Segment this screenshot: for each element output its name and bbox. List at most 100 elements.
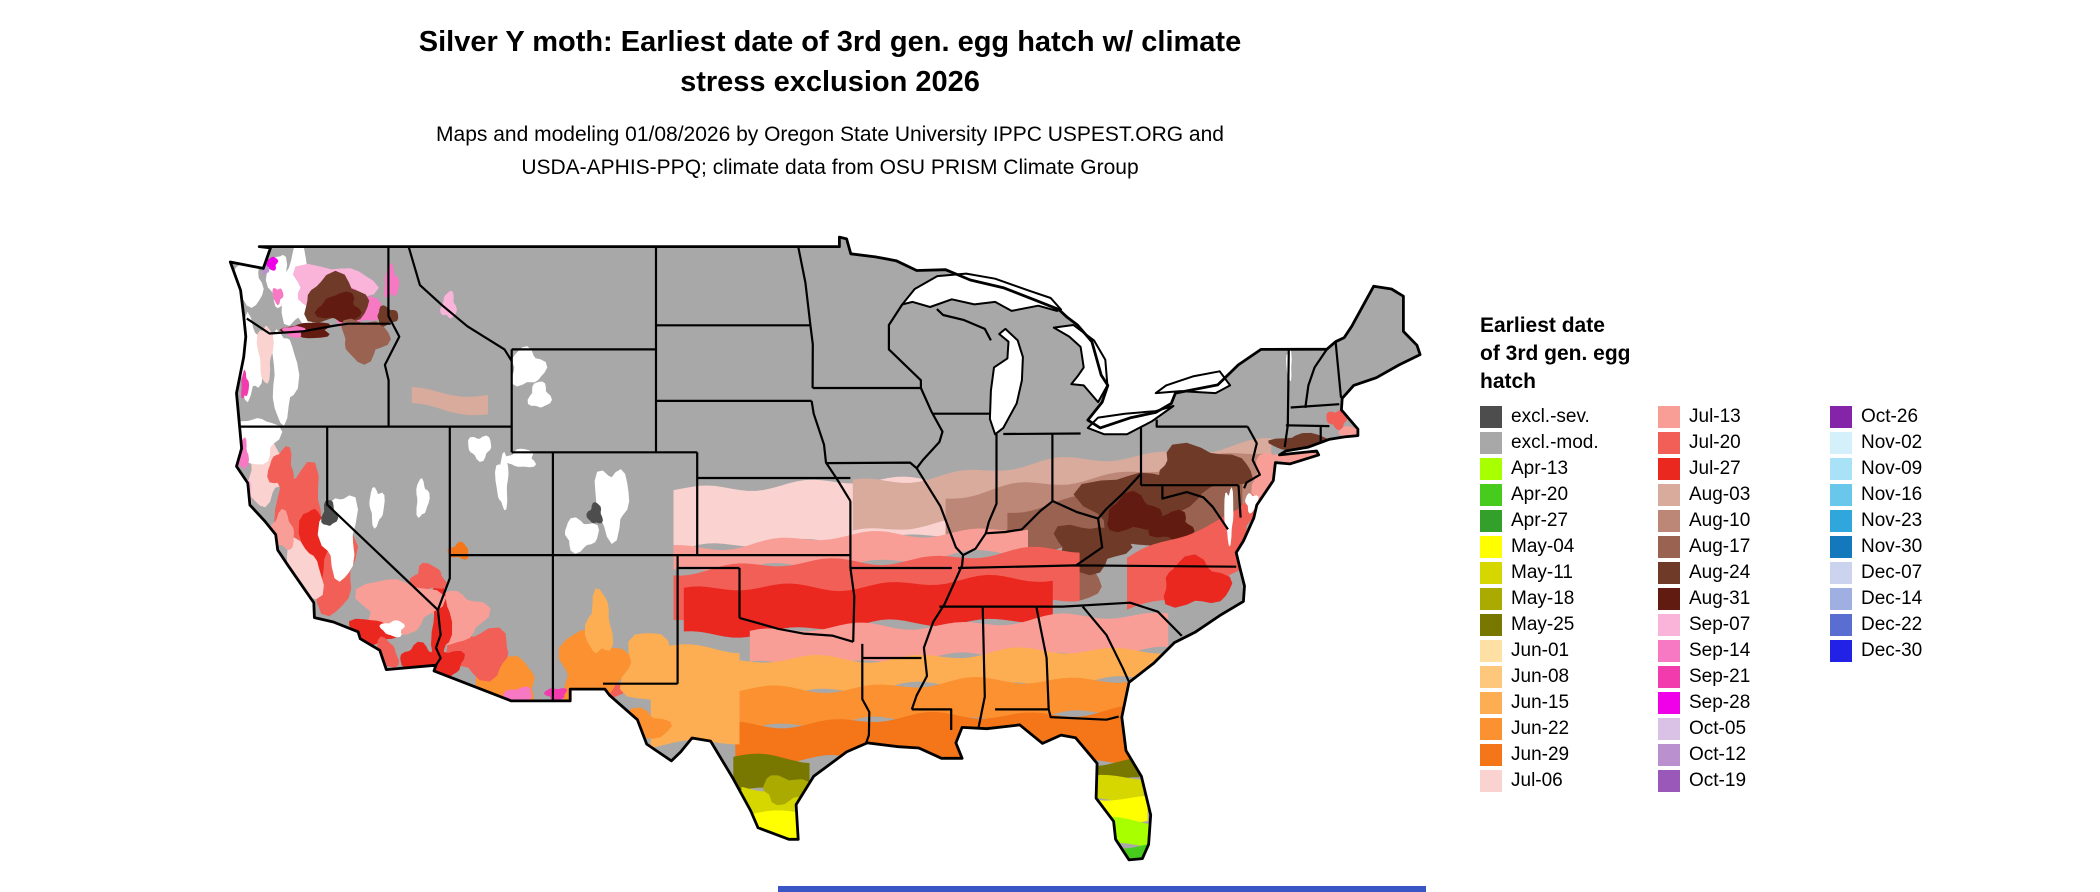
legend-item: May-18: [1480, 586, 1658, 612]
legend-swatch: [1830, 614, 1852, 636]
region-wv-maroon-blob: [1107, 490, 1163, 533]
legend-swatch: [1480, 406, 1502, 428]
legend-item: excl.-mod.: [1480, 430, 1658, 456]
legend-swatch: [1480, 718, 1502, 740]
legend-item: Nov-02: [1830, 430, 1922, 456]
region-socal-mtn-white: [379, 620, 405, 638]
legend-item: May-11: [1480, 560, 1658, 586]
legend-column: excl.-sev. excl.-mod. Apr-13 Apr-20 Apr-27 Ma…: [1480, 404, 1658, 794]
legend-item: Aug-17: [1658, 534, 1830, 560]
legend-item: May-25: [1480, 612, 1658, 638]
region-snake-plain-tan: [411, 386, 488, 416]
region-nm-rio-grande-orange-blob: [584, 588, 614, 654]
region-willamette-pink: [256, 326, 274, 384]
legend-item: Apr-20: [1480, 482, 1658, 508]
legend-item: Dec-30: [1830, 638, 1922, 664]
legend-swatch: [1658, 614, 1680, 636]
legend-item: Oct-19: [1658, 768, 1830, 794]
region-or-cascades-white: [272, 329, 300, 426]
legend-item: Aug-03: [1658, 482, 1830, 508]
legend-label: Apr-13: [1511, 458, 1569, 479]
legend-item: Sep-21: [1658, 664, 1830, 690]
figure-header: Silver Y moth: Earliest date of 3rd gen.…: [130, 22, 1530, 184]
legend-item: Jul-13: [1658, 404, 1830, 430]
legend-swatch: [1658, 484, 1680, 506]
map-subtitle-line1: Maps and modeling 01/08/2026 by Oregon S…: [436, 123, 1224, 146]
legend-swatch: [1480, 458, 1502, 480]
legend-item: Jun-01: [1480, 638, 1658, 664]
legend-item: May-04: [1480, 534, 1658, 560]
legend-item: Nov-16: [1830, 482, 1922, 508]
legend-label: Jul-27: [1689, 458, 1741, 479]
legend-swatch: [1658, 510, 1680, 532]
legend-swatch: [1658, 562, 1680, 584]
legend-swatch: [1658, 640, 1680, 662]
legend-swatch: [1658, 536, 1680, 558]
legend-item: Jul-06: [1480, 768, 1658, 794]
map-subtitle-line2: USDA-APHIS-PPQ; climate data from OSU PR…: [521, 156, 1139, 179]
legend-label: Dec-07: [1861, 562, 1923, 583]
legend-item: Aug-24: [1658, 560, 1830, 586]
legend-item: Nov-23: [1830, 508, 1922, 534]
legend-item: Dec-14: [1830, 586, 1922, 612]
region-va-ridge-maroon-blob: [1148, 509, 1195, 542]
legend-label: Nov-09: [1861, 458, 1923, 479]
legend-swatch: [1658, 770, 1680, 792]
legend-label: Jun-15: [1511, 692, 1570, 713]
legend-label: excl.-mod.: [1511, 432, 1599, 453]
region-wasatch-white: [495, 451, 509, 511]
map-fill-layer: [230, 237, 1421, 860]
legend-label: Sep-14: [1689, 640, 1751, 661]
legend-label: Dec-22: [1861, 614, 1923, 635]
legend-item: Jul-20: [1658, 430, 1830, 456]
legend-item: Jun-29: [1480, 742, 1658, 768]
legend-label: Aug-24: [1689, 562, 1751, 583]
region-columbia-basin-maroon: [314, 291, 362, 323]
region-boston-red-blob: [1326, 409, 1348, 430]
legend-item: Oct-05: [1658, 716, 1830, 742]
legend-column: Oct-26 Nov-02 Nov-09 Nov-16 Nov-23 Nov-30 Dec-…: [1830, 404, 1922, 794]
great-lakes: [901, 272, 1232, 436]
legend-label: Nov-30: [1861, 536, 1923, 557]
legend-label: Nov-02: [1861, 432, 1923, 453]
legend-item: Aug-31: [1658, 586, 1830, 612]
legend-swatch: [1480, 484, 1502, 506]
legend-item: Dec-07: [1830, 560, 1922, 586]
legend-label: excl.-sev.: [1511, 406, 1590, 427]
legend-item: Sep-07: [1658, 612, 1830, 638]
legend-label: Oct-19: [1689, 770, 1747, 791]
legend-swatch: [1480, 770, 1502, 792]
legend-item: Jun-22: [1480, 716, 1658, 742]
legend-columns: excl.-sev. excl.-mod. Apr-13 Apr-20 Apr-27 Ma…: [1480, 404, 1922, 794]
legend-swatch: [1658, 718, 1680, 740]
legend-swatch: [1658, 432, 1680, 454]
legend-label: Sep-21: [1689, 666, 1751, 687]
legend-item: Jun-15: [1480, 690, 1658, 716]
legend-title-line2: of 3rd gen. egg: [1480, 342, 1631, 365]
legend-swatch: [1830, 562, 1852, 584]
legend-swatch: [1480, 614, 1502, 636]
legend-swatch: [1480, 562, 1502, 584]
legend-label: Jun-29: [1511, 744, 1570, 765]
region-az-yuma-red-blob: [424, 649, 465, 681]
legend-label: Dec-30: [1861, 640, 1923, 661]
legend-label: May-18: [1511, 588, 1575, 609]
legend-label: Jul-06: [1511, 770, 1563, 791]
region-nm-border-magenta-blob: [544, 688, 568, 702]
legend-swatch: [1830, 640, 1852, 662]
legend-item: Apr-13: [1480, 456, 1658, 482]
region-imperial-red-blob: [400, 641, 434, 672]
legend-swatch: [1658, 744, 1680, 766]
region-pa-dark-brown-blob: [1159, 442, 1253, 498]
map-title-line2: stress exclusion 2026: [680, 66, 980, 98]
legend-item: Nov-30: [1830, 534, 1922, 560]
region-co-dark-blob: [586, 502, 603, 524]
legend-swatch: [1830, 484, 1852, 506]
legend-swatch: [1658, 692, 1680, 714]
map-title-line1: Silver Y moth: Earliest date of 3rd gen.…: [418, 26, 1242, 58]
legend-title-line3: hatch: [1480, 370, 1537, 393]
legend-swatch: [1480, 510, 1502, 532]
legend-label: Nov-16: [1861, 484, 1923, 505]
legend-column: Jul-13 Jul-20 Jul-27 Aug-03 Aug-10 Aug-17 Aug-…: [1658, 404, 1830, 794]
legend-label: Jul-20: [1689, 432, 1741, 453]
